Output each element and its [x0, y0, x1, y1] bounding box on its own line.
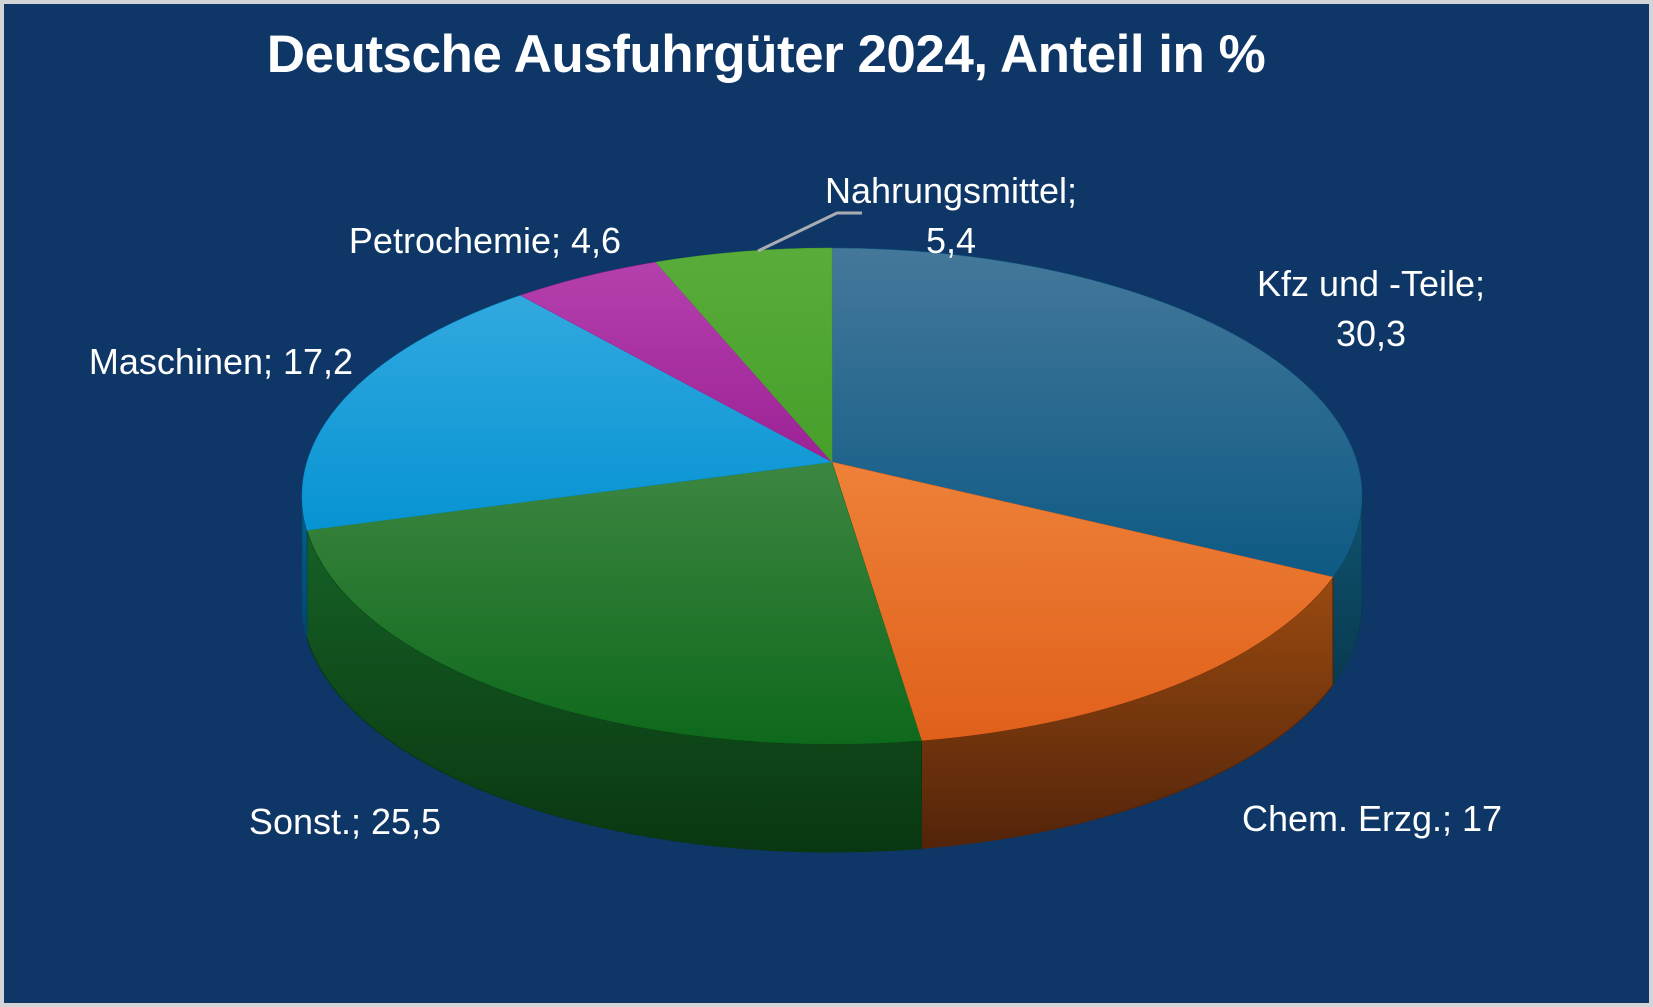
leader-line-nahrungsmittel	[757, 211, 862, 253]
pie-slice-nahrungsmittel[interactable]	[655, 247, 833, 463]
pie-slice-sonst[interactable]	[306, 461, 922, 745]
chart-title: Deutsche Ausfuhrgüter 2024, Anteil in %	[266, 25, 1266, 84]
pie-slice-chem-erzg[interactable]	[831, 461, 1334, 741]
pie-slice-maschinen[interactable]	[301, 295, 833, 531]
pie-slice-kfz-und-teile[interactable]	[831, 247, 1363, 578]
pie-chart	[301, 211, 1363, 853]
